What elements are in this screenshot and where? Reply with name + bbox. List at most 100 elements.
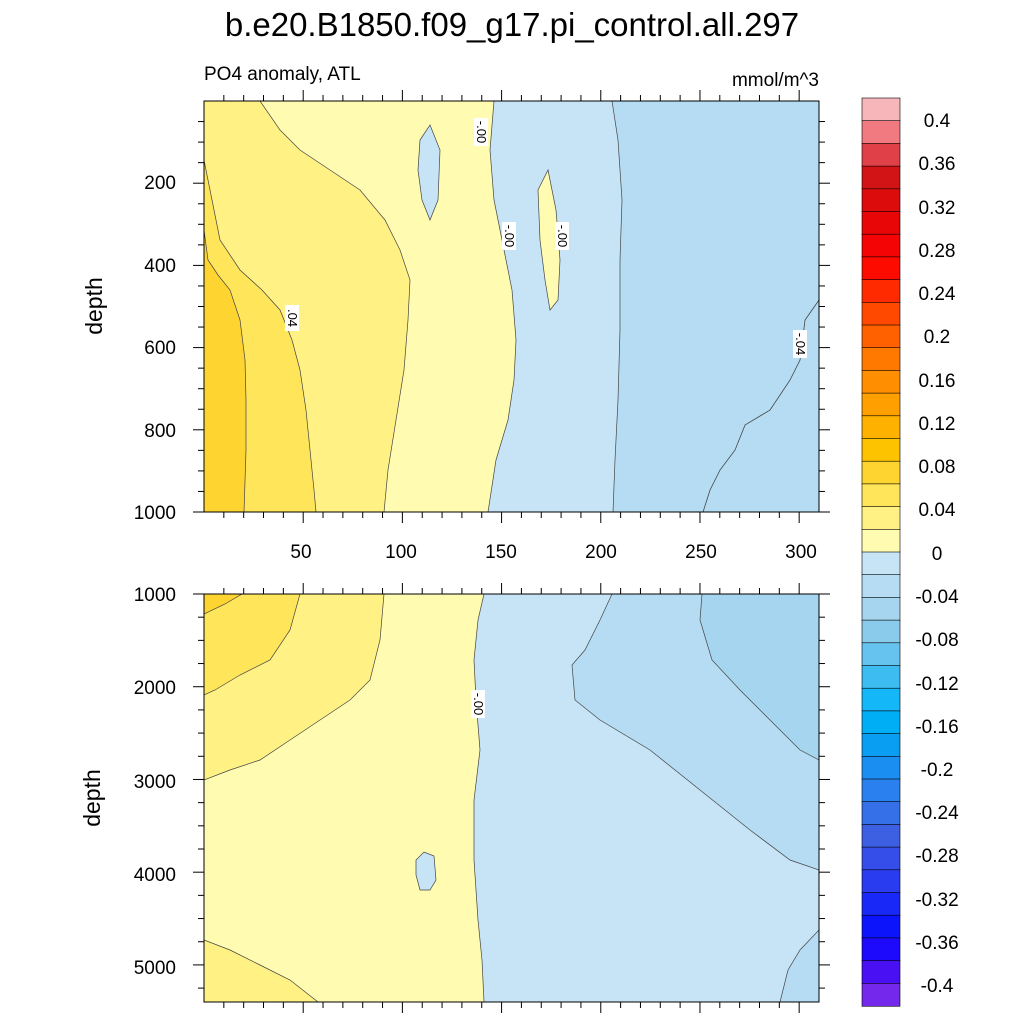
colorbar (861, 97, 901, 1007)
colorbar-swatch (861, 483, 901, 508)
colorbar-labels: 0.4 0.36 0.32 0.28 0.24 0.2 0.16 0.12 0.… (915, 111, 959, 997)
contour-label-4: .04 (285, 309, 300, 327)
upper-yellow-tongue (537, 168, 561, 311)
colorbar-swatch (861, 733, 901, 757)
colorbar-label: -0.24 (915, 803, 959, 824)
upper-contour-fills (204, 101, 819, 512)
lower-contour-fills (204, 594, 819, 1002)
colorbar-label: 0.2 (924, 327, 950, 348)
lower-panel: -.00 1000 2000 3000 4000 5000 depth (79, 583, 830, 1013)
colorbar-swatch (861, 460, 901, 485)
contour-label-1: -.00 (474, 121, 489, 143)
variable-label: PO4 anomaly, ATL (204, 64, 361, 85)
upper-band-neg004-edge (611, 101, 819, 512)
units-label: mmol/m^3 (732, 70, 819, 91)
colorbar-swatch (861, 642, 901, 667)
colorbar-swatch (861, 778, 901, 803)
colorbar-swatch (861, 710, 901, 735)
colorbar-swatch (861, 370, 901, 394)
colorbar-label: 0 (932, 544, 943, 565)
colorbar-swatch (861, 665, 901, 689)
upper-ytick-label: 200 (144, 173, 176, 194)
colorbar-label: -0.2 (921, 760, 954, 781)
chart-title: b.e20.B1850.f09_g17.pi_control.all.297 (225, 6, 799, 43)
colorbar-label: -0.28 (915, 846, 958, 867)
colorbar-swatch (861, 846, 901, 871)
colorbar-label: 0.4 (924, 111, 951, 132)
colorbar-swatch (861, 415, 901, 440)
upper-ytick-label: 600 (144, 338, 176, 359)
lower-axis-ticks (193, 583, 830, 1013)
colorbar-swatch (861, 597, 901, 621)
colorbar-label: 0.36 (919, 154, 956, 175)
lower-plot-frame (203, 593, 820, 1003)
colorbar-swatch (861, 801, 901, 826)
colorbar-swatch (861, 279, 901, 303)
colorbar-label: 0.08 (919, 457, 956, 478)
lower-band-pos004-bottom (204, 939, 319, 1002)
xtick-label: 300 (785, 542, 817, 563)
contour-label-2: -.00 (502, 225, 517, 247)
lower-band-neg008 (699, 594, 819, 761)
colorbar-swatch (861, 914, 901, 939)
lower-ylabel: depth (79, 769, 105, 827)
colorbar-label: 0.28 (919, 241, 956, 262)
colorbar-label: 0.24 (919, 284, 956, 305)
upper-ylabel: depth (81, 277, 107, 335)
colorbar-swatch (861, 97, 901, 122)
lower-band-pos012 (204, 594, 243, 615)
colorbar-swatch (861, 188, 901, 213)
colorbar-swatch (861, 438, 901, 462)
xtick-label: 200 (585, 542, 617, 563)
colorbar-swatch (861, 301, 901, 326)
colorbar-label: 0.16 (919, 371, 956, 392)
colorbar-swatch (861, 960, 901, 984)
upper-band-pos012 (204, 229, 247, 512)
lower-ytick-label: 2000 (134, 678, 176, 699)
upper-axis-ticks (193, 90, 830, 523)
lower-ytick-label: 1000 (134, 585, 176, 606)
colorbar-swatch (861, 143, 901, 167)
colorbar-swatch (861, 211, 901, 235)
upper-ytick-label: 800 (144, 421, 176, 442)
colorbar-swatch (861, 824, 901, 848)
colorbar-label: -0.12 (915, 674, 958, 695)
colorbar-swatch (861, 506, 901, 530)
lower-ytick-label: 4000 (134, 865, 176, 886)
colorbar-swatch (861, 392, 901, 417)
colorbar-label: -0.16 (915, 717, 958, 738)
colorbar-label: -0.4 (921, 976, 954, 997)
contour-label-3: -.00 (555, 225, 570, 247)
contour-label-5: -.04 (793, 333, 808, 355)
colorbar-swatch (861, 233, 901, 258)
upper-contour-labels: -.00 -.00 -.00 .04 -.04 (285, 118, 808, 358)
upper-panel: -.00 -.00 -.00 .04 -.04 200 400 600 800 … (81, 90, 830, 563)
upper-ytick-label: 400 (144, 256, 176, 277)
lower-ytick-label: 3000 (134, 772, 176, 793)
xtick-label: 150 (485, 542, 517, 563)
colorbar-label: -0.08 (915, 630, 958, 651)
colorbar-label: -0.32 (915, 890, 958, 911)
xtick-label: 100 (385, 542, 417, 563)
lower-blue-patch (415, 851, 437, 891)
xtick-label: 250 (685, 542, 717, 563)
upper-blue-patch (417, 124, 441, 221)
colorbar-swatch (861, 528, 901, 553)
colorbar-swatch (861, 687, 901, 712)
contour-label-6: -.00 (471, 693, 486, 715)
colorbar-swatch (861, 892, 901, 916)
colorbar-label: -0.36 (915, 933, 958, 954)
lower-band-pos008 (204, 594, 301, 696)
colorbar-label: 0.32 (919, 198, 956, 219)
colorbar-swatch (861, 574, 901, 599)
lower-band-bottomright (779, 929, 819, 1002)
lower-contour-labels: -.00 (471, 690, 486, 718)
upper-ytick-label: 1000 (134, 503, 176, 524)
colorbar-swatch (861, 619, 901, 644)
colorbar-swatch (861, 982, 901, 1007)
lower-ytick-label: 5000 (134, 958, 176, 979)
xtick-label: 50 (290, 542, 311, 563)
colorbar-label: 0.04 (919, 500, 956, 521)
colorbar-swatch (861, 347, 901, 372)
